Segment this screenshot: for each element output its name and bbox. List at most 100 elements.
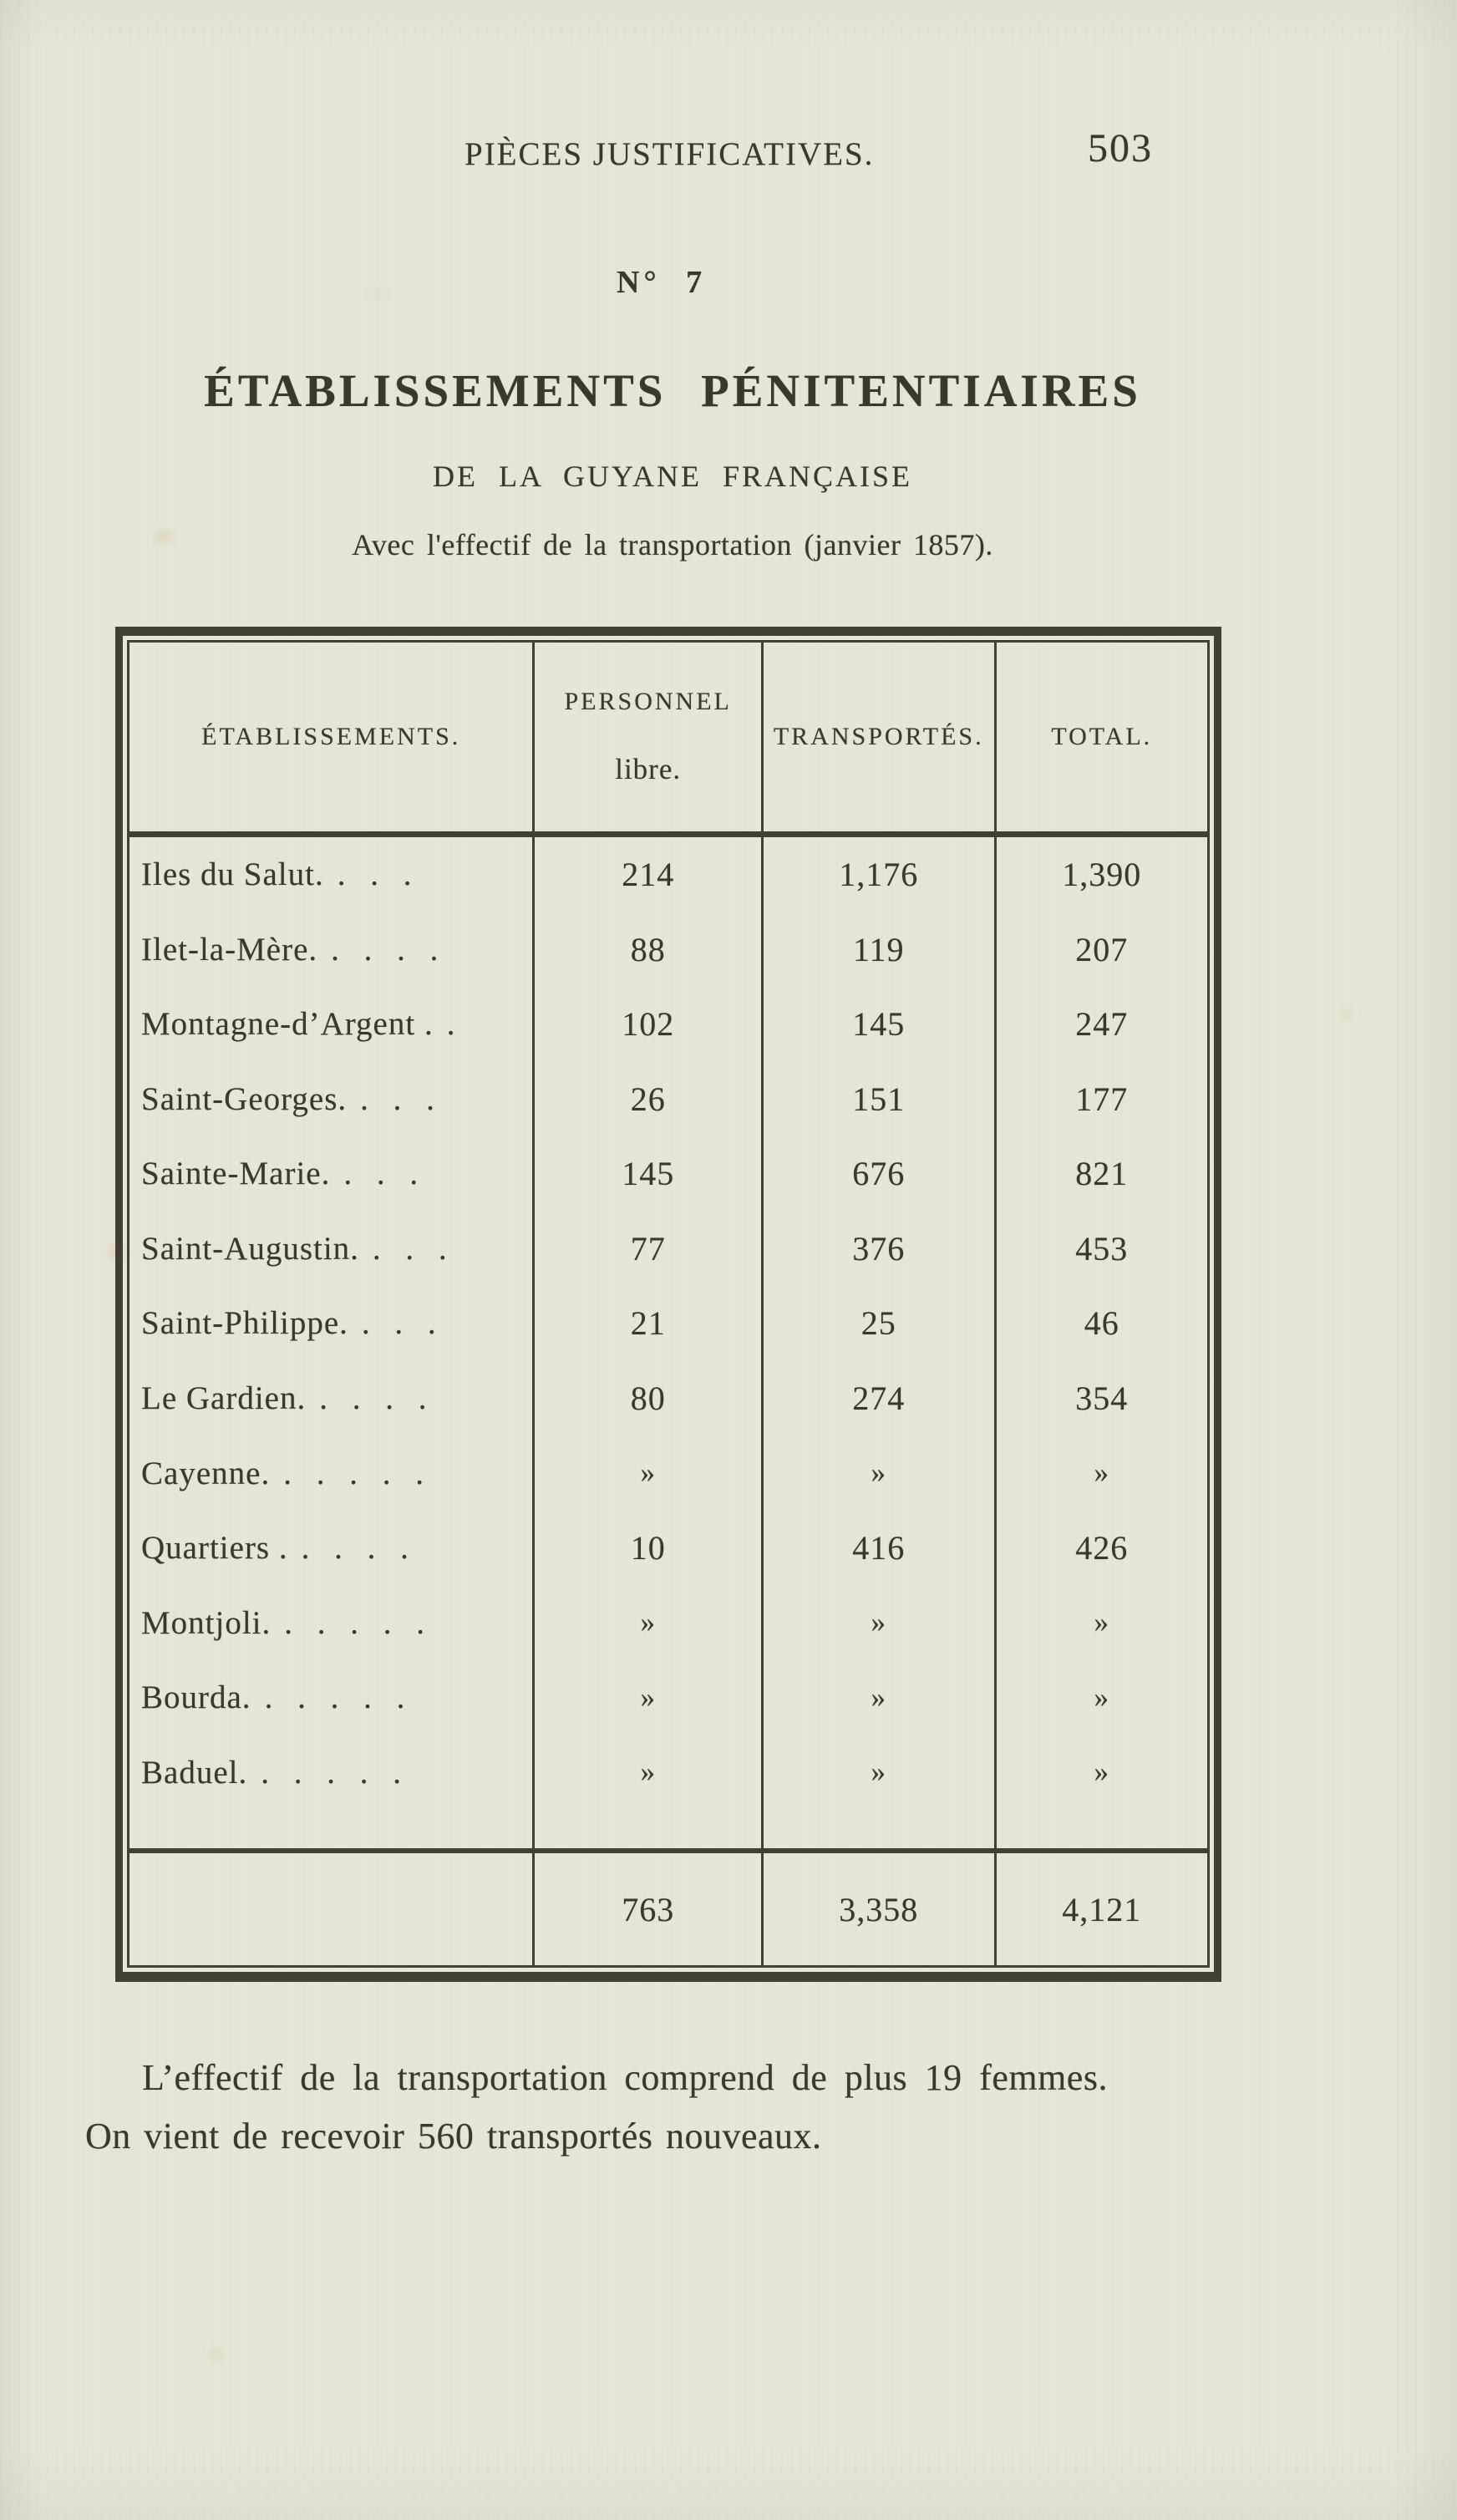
row-personnel-libre: 214 <box>532 837 760 912</box>
total-transportes: 3,358 <box>760 1853 994 1965</box>
total-total: 4,121 <box>993 1853 1207 1965</box>
table-inner-frame: ÉTABLISSEMENTS. PERSONNEL libre. TRANSPO… <box>127 640 1210 1968</box>
table-row: Cayenne. . . . . . » » » <box>129 1435 1207 1511</box>
row-establishment: Baduel. . . . . . <box>129 1735 532 1810</box>
row-transportes: » <box>760 1435 994 1511</box>
dot-leader: . . . . . <box>264 1679 406 1716</box>
row-total: 453 <box>993 1211 1207 1287</box>
row-total: 177 <box>993 1061 1207 1137</box>
dot-leader: . . . . <box>331 931 439 968</box>
total-row: 763 3,358 4,121 <box>129 1853 1207 1965</box>
establishment-name: Montjoli. <box>141 1604 272 1641</box>
page-number: 503 <box>1088 126 1153 170</box>
dot-leader: . . . <box>343 1156 419 1192</box>
establishment-name: Montagne-d’Argent . <box>141 1006 434 1043</box>
establishments-table: ÉTABLISSEMENTS. PERSONNEL libre. TRANSPO… <box>115 627 1221 1982</box>
row-personnel-libre: » <box>532 1435 760 1511</box>
table-row: Saint-Georges. . . . 26 151 177 <box>129 1061 1207 1137</box>
table-row: Baduel. . . . . . » » » <box>129 1735 1207 1810</box>
note-line-1: L’effectif de la transportation comprend… <box>142 2057 1108 2098</box>
row-total: » <box>993 1435 1207 1511</box>
row-transportes: » <box>760 1659 994 1735</box>
establishment-name: Saint-Philippe. <box>141 1305 348 1342</box>
separator-segment <box>532 1810 761 1853</box>
row-establishment: Sainte-Marie. . . . <box>129 1136 532 1212</box>
footnotes: L’effectif de la transportation comprend… <box>85 2049 1255 2166</box>
dot-leader: . . . . <box>319 1379 428 1416</box>
row-establishment: Saint-Georges. . . . <box>129 1062 532 1137</box>
header-transportes: TRANSPORTÉS. <box>760 643 994 831</box>
table-row: Quartiers . . . . . 10 416 426 <box>129 1510 1207 1586</box>
row-personnel-libre: » <box>532 1585 760 1660</box>
row-transportes: 1,176 <box>760 837 994 912</box>
header-total: TOTAL. <box>993 643 1207 831</box>
table-row: Le Gardien. . . . . 80 274 354 <box>129 1360 1207 1436</box>
table-row: Ilet-la-Mère. . . . . 88 119 207 <box>129 912 1207 988</box>
row-establishment: Montjoli. . . . . . <box>129 1585 532 1660</box>
row-transportes: 274 <box>760 1360 994 1436</box>
row-total: 1,390 <box>993 837 1207 912</box>
establishment-name: Cayenne. <box>141 1455 271 1491</box>
row-transportes: 119 <box>760 912 994 988</box>
separator-segment <box>129 1810 533 1853</box>
separator-segment <box>760 1810 994 1853</box>
row-personnel-libre: 21 <box>532 1286 760 1361</box>
establishment-name: Iles du Salut. <box>141 856 324 893</box>
row-personnel-libre: » <box>532 1735 760 1810</box>
establishment-name: Sainte-Marie. <box>141 1156 331 1192</box>
row-personnel-libre: 77 <box>532 1211 760 1287</box>
row-total: 247 <box>993 987 1207 1062</box>
establishment-name: Bourda. <box>141 1679 251 1716</box>
table-row: Sainte-Marie. . . . 145 676 821 <box>129 1136 1207 1212</box>
total-label-blank <box>129 1853 532 1965</box>
page-caption: Avec l'effectif de la transportation (ja… <box>352 528 993 561</box>
row-transportes: 151 <box>760 1061 994 1137</box>
total-separator-row <box>129 1810 1207 1853</box>
establishment-name: Baduel. <box>141 1754 248 1791</box>
row-transportes: » <box>760 1735 994 1810</box>
row-personnel-libre: 102 <box>532 987 760 1062</box>
row-personnel-libre: » <box>532 1659 760 1735</box>
row-transportes: 676 <box>760 1136 994 1212</box>
row-establishment: Saint-Philippe. . . . <box>129 1286 532 1361</box>
page-subtitle: DE LA GUYANE FRANÇAISE <box>432 460 913 493</box>
row-establishment: Iles du Salut. . . . <box>129 837 532 912</box>
row-total: 46 <box>993 1286 1207 1361</box>
establishment-name: Ilet-la-Mère. <box>141 931 318 968</box>
dot-leader: . . . <box>372 1230 448 1267</box>
row-personnel-libre: 80 <box>532 1360 760 1436</box>
table-header-row: ÉTABLISSEMENTS. PERSONNEL libre. TRANSPO… <box>129 643 1207 837</box>
row-total: » <box>993 1585 1207 1660</box>
row-transportes: 376 <box>760 1211 994 1287</box>
row-total: » <box>993 1735 1207 1810</box>
dot-leader: . <box>446 1006 456 1043</box>
table-row: Bourda. . . . . . » » » <box>129 1659 1207 1735</box>
dot-leader: . . . <box>360 1080 435 1117</box>
table-body: Iles du Salut. . . . 214 1,176 1,390 Ile… <box>129 837 1207 1810</box>
establishment-name: Saint-Georges. <box>141 1080 348 1117</box>
row-total: 354 <box>993 1360 1207 1436</box>
note-line-2: On vient de recevoir 560 transportés nou… <box>85 2116 822 2157</box>
header-personnel-libre: PERSONNEL libre. <box>532 643 760 831</box>
row-total: 426 <box>993 1510 1207 1586</box>
header-personnel-line2: libre. <box>615 753 682 785</box>
row-personnel-libre: 88 <box>532 912 760 988</box>
separator-segment <box>993 1810 1207 1853</box>
running-head: PIÈCES JUSTIFICATIVES. <box>465 136 875 172</box>
row-establishment: Montagne-d’Argent . . <box>129 987 532 1062</box>
establishment-name: Saint-Augustin. <box>141 1230 359 1267</box>
row-transportes: » <box>760 1585 994 1660</box>
total-libre: 763 <box>532 1853 760 1965</box>
piece-number: N° 7 <box>617 265 707 300</box>
row-establishment: Bourda. . . . . . <box>129 1660 532 1735</box>
row-transportes: 145 <box>760 987 994 1062</box>
row-personnel-libre: 145 <box>532 1136 760 1212</box>
establishment-name: Le Gardien. <box>141 1379 307 1416</box>
table-row: Saint-Augustin. . . . 77 376 453 <box>129 1211 1207 1287</box>
row-transportes: 416 <box>760 1510 994 1586</box>
table-row: Iles du Salut. . . . 214 1,176 1,390 <box>129 837 1207 912</box>
header-etablissements: ÉTABLISSEMENTS. <box>201 723 461 750</box>
row-establishment: Cayenne. . . . . . <box>129 1435 532 1511</box>
row-total: 821 <box>993 1136 1207 1212</box>
dot-leader: . . . . <box>301 1530 409 1567</box>
